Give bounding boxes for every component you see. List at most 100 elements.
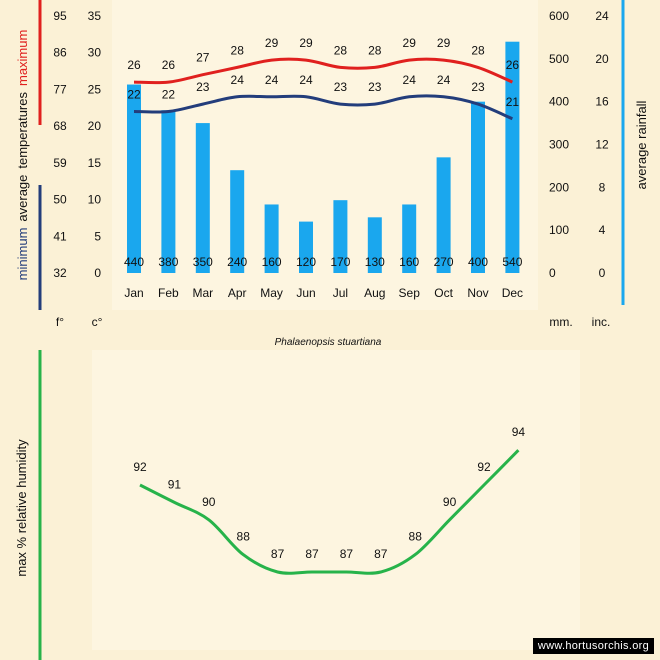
rainfall-value-label: 270 (434, 255, 454, 269)
mm-tick: 400 (549, 95, 569, 109)
minimum-temperature-line (133, 94, 513, 121)
maximum-temperature-line (133, 57, 514, 85)
mm-tick: 600 (549, 9, 569, 23)
rainfall-bar (505, 41, 520, 274)
month-label: Aug (364, 286, 385, 300)
minimum-value-label: 24 (231, 73, 245, 87)
right-axis-title: average rainfall (634, 100, 649, 189)
maximum-value-label: 27 (196, 51, 210, 65)
humidity-value-label: 90 (443, 495, 457, 509)
humidity-line-chart: 92 91 90 88 87 87 87 87 88 90 92 94 (133, 425, 525, 575)
maximum-value-label: 28 (334, 43, 348, 57)
inch-tick: 8 (599, 180, 606, 194)
humidity-value-label: 87 (271, 547, 285, 561)
celsius-tick: 35 (88, 9, 102, 23)
inch-tick: 12 (595, 138, 609, 152)
fahrenheit-tick: 77 (53, 82, 67, 96)
humidity-line (139, 449, 520, 575)
rainfall-value-label: 380 (158, 255, 178, 269)
celsius-tick: 15 (88, 156, 102, 170)
month-label: Nov (467, 286, 488, 300)
maximum-value-label: 29 (299, 36, 313, 50)
humidity-panel (92, 350, 580, 650)
rainfall-value-label: 540 (502, 255, 522, 269)
inch-tick: 0 (599, 266, 606, 280)
humidity-value-label: 88 (409, 530, 423, 544)
fahrenheit-tick: 68 (53, 119, 67, 133)
rainfall-bars (127, 41, 520, 274)
celsius-tick: 0 (94, 266, 101, 280)
mm-tick: 500 (549, 52, 569, 66)
rainfall-value-label: 240 (227, 255, 247, 269)
rainfall-bar (127, 84, 141, 274)
rainfall-bar (264, 204, 279, 273)
rainfall-bar (333, 200, 348, 273)
month-label: Dec (502, 286, 523, 300)
rainfall-bar (299, 221, 313, 273)
humidity-value-label: 90 (202, 495, 216, 509)
fahrenheit-tick: 86 (53, 46, 67, 60)
data-labels: 440 380 350 240 160 120 170 130 160 270 400 540 26 26… (124, 36, 523, 269)
humidity-value-label: 87 (374, 547, 388, 561)
fahrenheit-tick: 41 (53, 229, 67, 243)
mm-tick: 100 (549, 223, 569, 237)
celsius-tick: 30 (88, 46, 102, 60)
maximum-value-label: 26 (506, 58, 520, 72)
rainfall-value-label: 400 (468, 255, 488, 269)
celsius-tick: 20 (88, 119, 102, 133)
minimum-value-label: 21 (506, 95, 520, 109)
month-label: Feb (158, 286, 179, 300)
month-label: Oct (434, 286, 453, 300)
celsius-tick: 10 (88, 193, 102, 207)
inch-tick: 24 (595, 9, 609, 23)
minimum-value-label: 24 (299, 73, 313, 87)
fahrenheit-tick: 95 (53, 9, 67, 23)
left-axis-title-maximum: maximum (15, 30, 30, 86)
maximum-value-label: 29 (265, 36, 279, 50)
celsius-tick: 25 (88, 82, 102, 96)
mm-tick: 200 (549, 180, 569, 194)
temperature-rain-panel (112, 0, 538, 310)
minimum-value-label: 24 (265, 73, 279, 87)
mm-tick: 300 (549, 138, 569, 152)
rainfall-bar (402, 204, 417, 273)
month-label: Jan (124, 286, 143, 300)
maximum-value-label: 28 (368, 43, 382, 57)
month-label: May (260, 286, 283, 300)
fahrenheit-tick: 59 (53, 156, 67, 170)
rainfall-value-label: 170 (330, 255, 350, 269)
inch-tick: 16 (595, 95, 609, 109)
maximum-value-label: 28 (231, 43, 245, 57)
rainfall-value-label: 160 (262, 255, 282, 269)
minimum-value-label: 23 (334, 80, 348, 94)
axis-ticks: 9586776859504132353025201510506005004003… (53, 9, 609, 300)
maximum-value-label: 29 (437, 36, 451, 50)
rainfall-bar (471, 101, 485, 274)
rainfall-value-label: 440 (124, 255, 144, 269)
rainfall-value-label: 120 (296, 255, 316, 269)
maximum-value-label: 28 (471, 43, 485, 57)
fahrenheit-tick: 50 (53, 193, 67, 207)
month-label: Apr (228, 286, 247, 300)
fahrenheit-tick: 32 (53, 266, 67, 280)
minimum-value-label: 24 (403, 73, 417, 87)
celsius-tick: 5 (94, 229, 101, 243)
humidity-value-label: 92 (477, 460, 491, 474)
temperature-lines (133, 57, 514, 121)
inch-tick: 20 (595, 52, 609, 66)
maximum-value-label: 29 (403, 36, 417, 50)
rainfall-bar (195, 123, 210, 273)
humidity-axis-title: max % relative humidity (14, 439, 29, 577)
inch-tick: 4 (599, 223, 606, 237)
month-label: Mar (192, 286, 213, 300)
month-label: Jul (333, 286, 348, 300)
left-axis-title-minimum: minimum (15, 228, 30, 281)
humidity-value-label: 88 (237, 530, 251, 544)
rainfall-bar (367, 217, 382, 273)
left-axis-title-average: average (15, 175, 30, 222)
minimum-value-label: 22 (162, 87, 176, 101)
left-axis-title-temperatures: temperatures (15, 92, 30, 169)
minimum-value-label: 23 (368, 80, 382, 94)
rainfall-value-label: 160 (399, 255, 419, 269)
humidity-value-label: 87 (305, 547, 319, 561)
